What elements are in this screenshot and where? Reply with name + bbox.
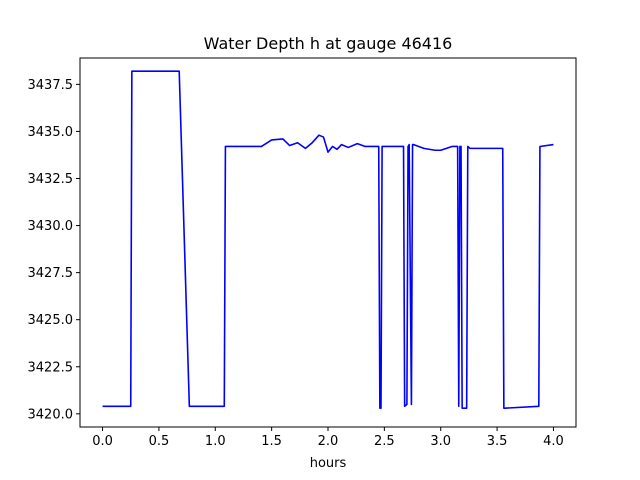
series-line: [102, 70, 554, 409]
x-tick-label: 1.0: [205, 434, 226, 449]
y-tick-label: 3422.5: [28, 360, 74, 375]
x-tick-label: 2.0: [318, 434, 339, 449]
x-axis: 0.0 0.5 1.0 1.5 2.0 2.5 3.0 3.5 4.0: [92, 427, 564, 449]
y-tick-label: 3427.5: [28, 266, 74, 281]
y-axis: 3420.0 3422.5 3425.0 3427.5 3430.0 3432.5 3435…: [28, 78, 80, 422]
x-axis-label: hours: [310, 456, 347, 471]
y-tick-label: 3425.0: [28, 313, 74, 328]
y-tick-label: 3430.0: [28, 219, 74, 234]
y-tick-label: 3432.5: [28, 172, 74, 187]
y-tick-label: 3435.0: [28, 125, 74, 140]
chart-title: Water Depth h at gauge 46416: [204, 34, 453, 53]
y-tick-label: 3437.5: [28, 78, 74, 93]
x-tick-label: 3.5: [487, 434, 508, 449]
x-tick-label: 4.0: [543, 434, 564, 449]
x-tick-label: 3.0: [430, 434, 451, 449]
series-layer: [102, 70, 554, 409]
y-tick-label: 3420.0: [28, 407, 74, 422]
x-tick-label: 1.5: [261, 434, 282, 449]
x-tick-label: 2.5: [374, 434, 395, 449]
x-tick-label: 0.0: [92, 434, 113, 449]
x-tick-label: 0.5: [149, 434, 170, 449]
